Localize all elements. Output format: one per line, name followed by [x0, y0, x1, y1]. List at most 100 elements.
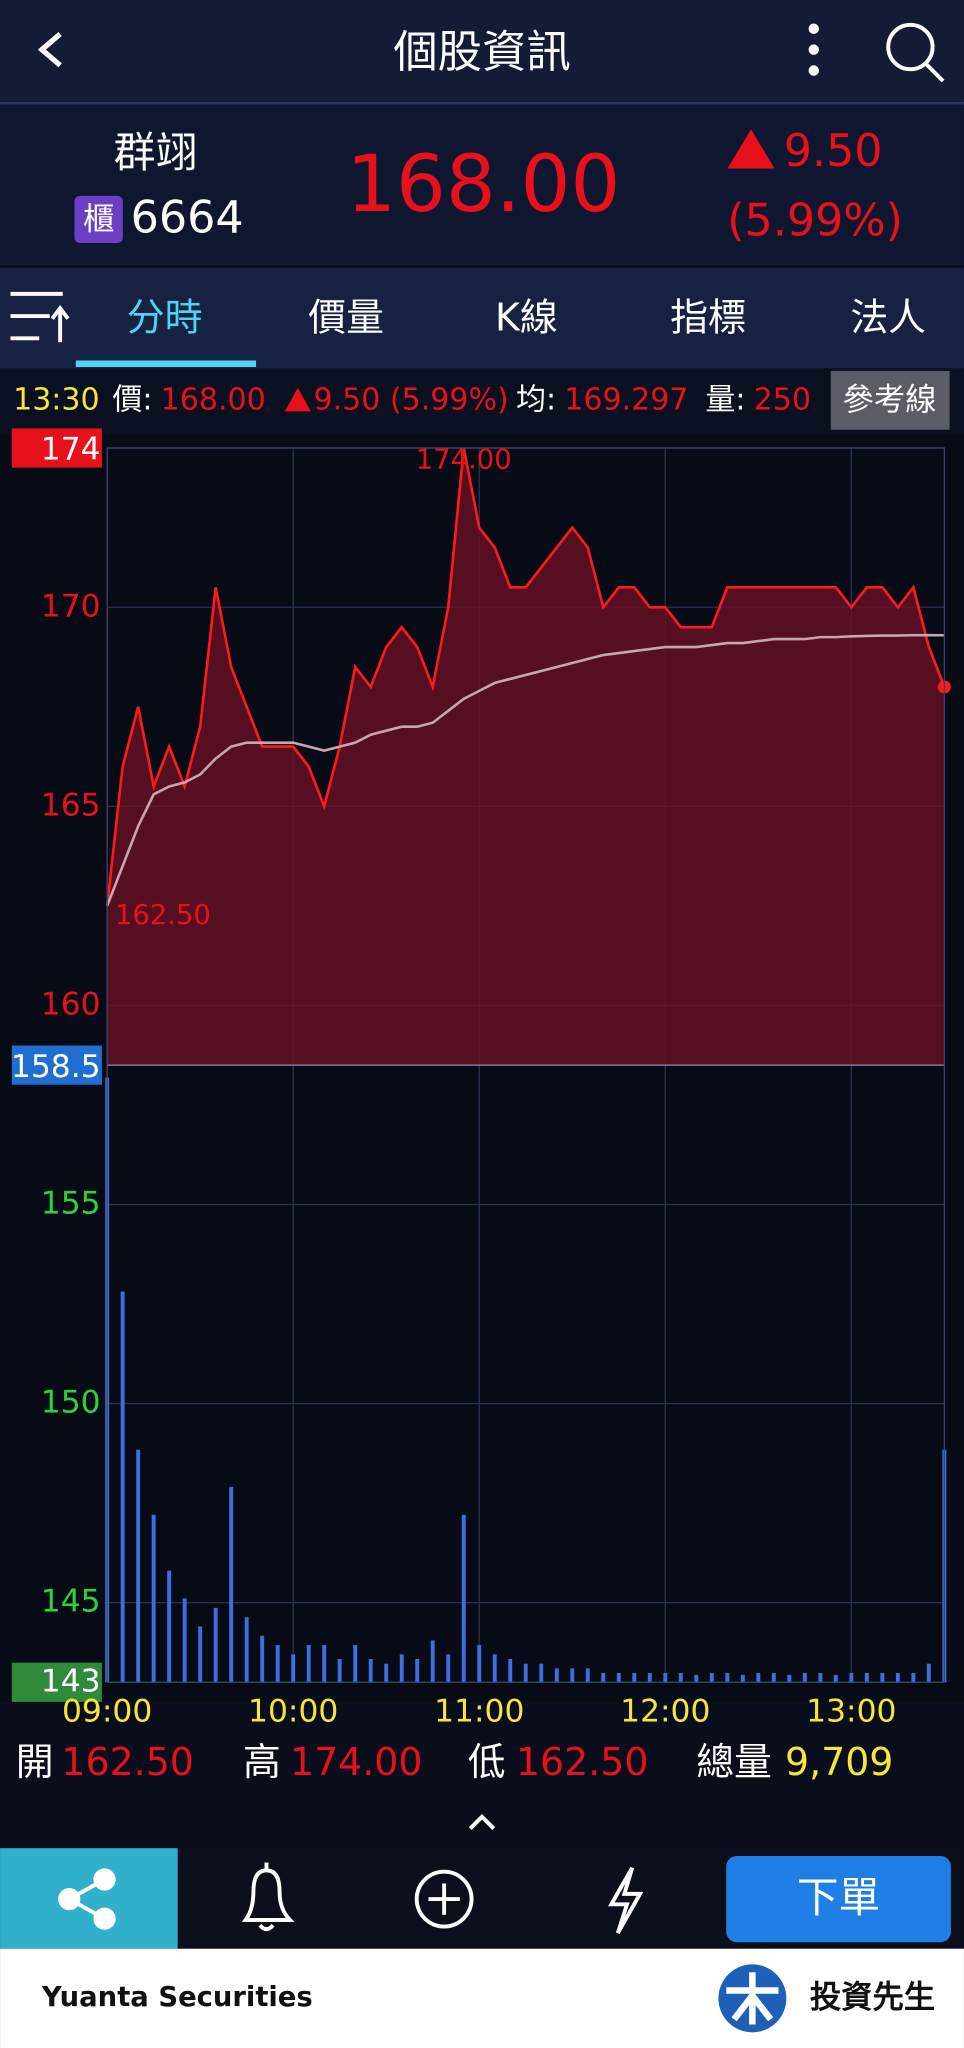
volume-bar	[678, 1672, 683, 1683]
logo-mark	[726, 1972, 779, 2025]
share-button[interactable]	[0, 1848, 178, 1949]
summary-value: 162.50	[516, 1740, 648, 1784]
annotation: 174.00	[416, 445, 512, 476]
y-tick-label: 160	[41, 986, 101, 1022]
volume-bar	[291, 1654, 296, 1683]
volume-bar	[322, 1645, 327, 1683]
summary-label: 低	[468, 1740, 506, 1784]
y-tick-badge	[11, 1662, 102, 1702]
volume-bar	[167, 1570, 172, 1683]
expand-button[interactable]	[468, 1814, 496, 1830]
sort-icon[interactable]	[10, 291, 70, 343]
price-change: 9.50	[784, 126, 883, 177]
volume-bar	[492, 1654, 497, 1683]
price-area	[107, 448, 945, 1066]
back-button[interactable]	[37, 31, 62, 68]
volume-bar	[895, 1672, 900, 1683]
volume-bar	[229, 1486, 234, 1683]
order-label: 下單	[797, 1873, 881, 1922]
market-label: 櫃	[83, 202, 114, 238]
volume-bar	[756, 1672, 761, 1683]
tab[interactable]: 指標	[670, 296, 746, 340]
volume-bar	[275, 1645, 280, 1683]
volume-bar	[585, 1668, 590, 1683]
volume-bar	[616, 1672, 621, 1683]
volume-bar	[260, 1635, 265, 1683]
info-price: 168.00	[161, 382, 266, 417]
volume-bar	[213, 1607, 218, 1683]
market-badge	[74, 195, 123, 243]
summary-value: 9,709	[785, 1740, 893, 1784]
plot-frame	[106, 447, 946, 1683]
tab[interactable]: K線	[495, 296, 558, 340]
annotation: 162.50	[115, 900, 211, 931]
volume-bar	[244, 1617, 249, 1683]
y-tick-label: 150	[41, 1385, 101, 1421]
info-vol-label: 量:	[705, 382, 745, 417]
volume-bar	[647, 1672, 652, 1683]
summary-value: 162.50	[61, 1740, 193, 1784]
page-title: 個股資訊	[393, 27, 571, 78]
summary-value: 174.00	[290, 1740, 422, 1784]
quote-panel	[0, 104, 964, 266]
y-tick-label: 165	[41, 787, 101, 823]
tab-bar	[0, 267, 964, 369]
logo-text: 投資先生	[810, 1979, 935, 2015]
app-bar	[0, 0, 964, 102]
info-vol: 250	[754, 382, 811, 417]
volume-bar	[663, 1672, 668, 1683]
brand: Yuanta Securities	[41, 1982, 313, 2013]
y-tick-label: 174	[41, 432, 101, 468]
up-arrow	[284, 387, 311, 412]
reference-button[interactable]	[830, 370, 950, 430]
volume-bar	[554, 1668, 559, 1683]
volume-bar	[771, 1672, 776, 1683]
search-button[interactable]	[886, 22, 945, 83]
volume-bar	[446, 1654, 451, 1683]
reference-button-label: 參考線	[843, 382, 937, 418]
info-bar	[0, 369, 964, 433]
reference-badge	[11, 1045, 102, 1085]
x-tick-label: 11:00	[434, 1693, 524, 1729]
y-tick-label: 155	[41, 1185, 101, 1221]
reference-label: 158.5	[11, 1049, 101, 1085]
quick-trade-button[interactable]	[607, 1866, 644, 1935]
volume-bar	[415, 1659, 420, 1683]
add-button[interactable]	[414, 1869, 474, 1929]
tab[interactable]: 價量	[308, 296, 384, 340]
y-tick-label: 170	[41, 588, 101, 624]
volume-bar	[740, 1674, 745, 1683]
y-tick-label: 143	[41, 1663, 101, 1699]
average-line	[105, 633, 945, 907]
summary-label: 高	[243, 1740, 281, 1784]
volume-bar	[833, 1674, 838, 1683]
info-avg-label: 均:	[516, 382, 556, 417]
order-button[interactable]	[726, 1856, 951, 1943]
volume-bar	[182, 1598, 187, 1683]
info-time: 13:30	[13, 382, 100, 417]
x-tick-label: 13:00	[806, 1693, 896, 1729]
volume-bar	[911, 1672, 916, 1683]
stock-code: 6664	[131, 193, 244, 244]
volume-bar	[787, 1674, 792, 1683]
alert-button[interactable]	[241, 1862, 295, 1932]
info-change: 9.50 (5.99%)	[314, 382, 509, 417]
x-tick-label: 09:00	[62, 1693, 152, 1729]
volume-bar	[430, 1640, 435, 1683]
info-avg: 169.297	[564, 382, 688, 417]
summary-label: 總量	[696, 1740, 772, 1784]
volume-bar	[508, 1659, 513, 1683]
volume-bar	[818, 1672, 823, 1683]
volume-bar	[120, 1291, 125, 1683]
y-tick-badge	[11, 428, 102, 468]
tab[interactable]: 法人	[850, 296, 926, 340]
share-icon	[58, 1868, 116, 1930]
volume-bar	[368, 1659, 373, 1683]
volume-bar	[802, 1672, 807, 1683]
summary-label: 開	[16, 1740, 54, 1784]
volume-bar	[523, 1663, 528, 1683]
tab[interactable]: 分時	[127, 296, 203, 340]
more-button[interactable]	[808, 23, 819, 76]
